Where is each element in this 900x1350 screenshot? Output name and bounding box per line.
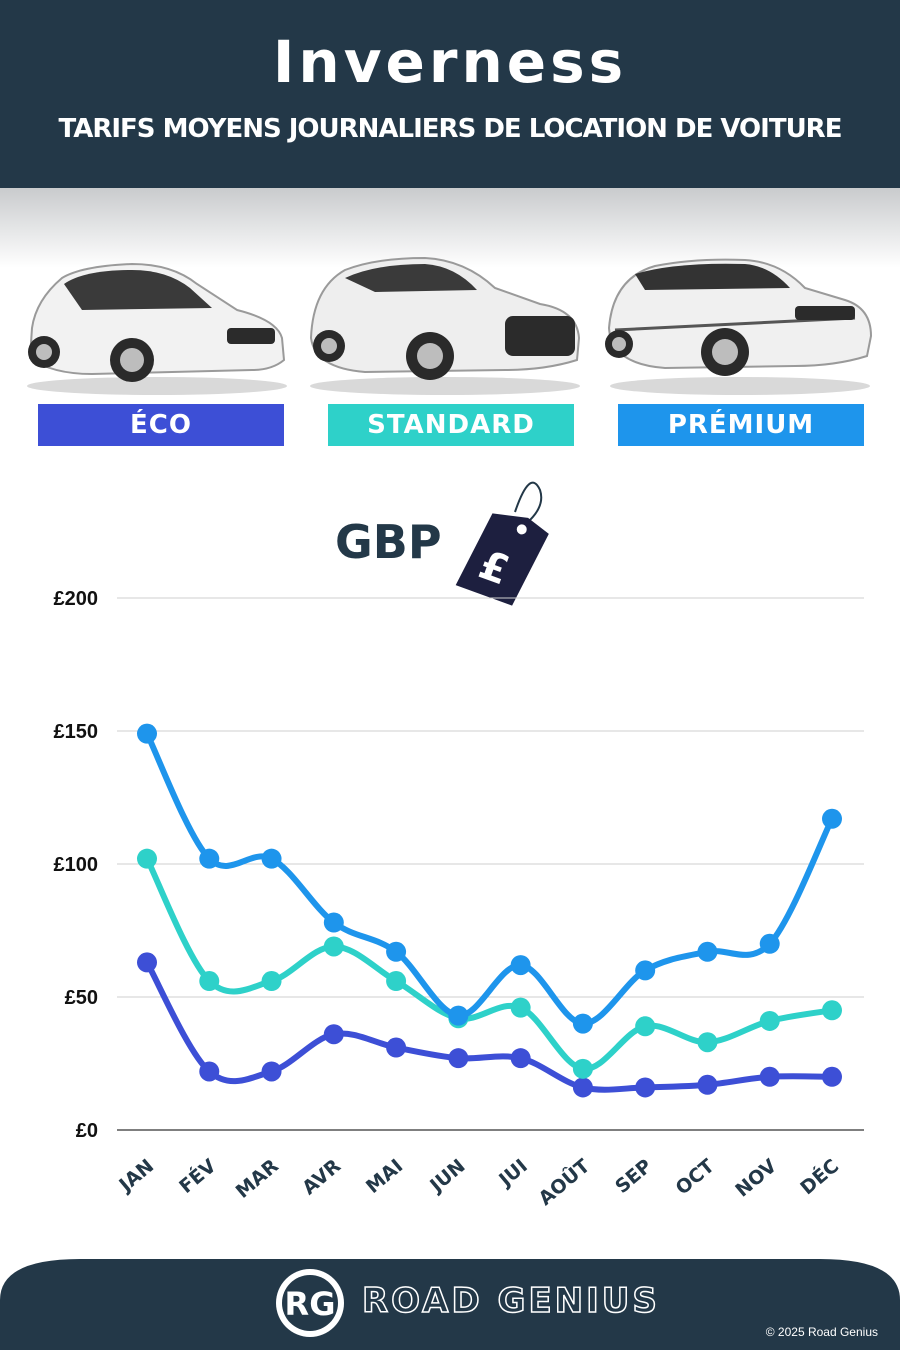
hatchback-car-icon <box>27 262 287 395</box>
data-point-eco <box>759 1066 780 1087</box>
x-tick-label: DÉC <box>796 1154 843 1199</box>
data-point-premium <box>199 848 220 869</box>
x-tick-label: MAI <box>362 1155 407 1198</box>
data-point-standard <box>510 997 531 1018</box>
data-point-premium <box>697 941 718 962</box>
luxury-suv-car-icon <box>605 258 873 395</box>
data-point-standard <box>697 1032 718 1053</box>
x-tick-label: AVR <box>298 1155 345 1200</box>
data-point-eco <box>199 1061 220 1082</box>
x-tick-label: MAR <box>232 1155 283 1203</box>
brand-name: ROAD GENIUS <box>361 1280 660 1322</box>
price-tag-icon: £ <box>455 481 549 606</box>
data-point-premium <box>386 941 407 962</box>
suv-car-icon <box>309 256 581 395</box>
footer: RG <box>0 1259 900 1350</box>
data-point-standard <box>323 936 344 957</box>
category-eco-label: ÉCO <box>38 404 284 446</box>
x-tick-label: JUI <box>494 1155 532 1192</box>
data-point-premium <box>448 1005 469 1026</box>
data-point-eco <box>635 1077 656 1098</box>
data-point-standard <box>261 971 282 992</box>
data-point-eco <box>261 1061 282 1082</box>
series-line-standard <box>144 855 835 1072</box>
data-point-premium <box>822 808 842 829</box>
x-tick-label: AOÛT <box>533 1153 594 1209</box>
x-tick-label: NOV <box>731 1155 781 1202</box>
series-line-premium <box>144 730 835 1027</box>
data-point-standard <box>572 1058 593 1079</box>
header: Inverness TARIFS MOYENS JOURNALIERS DE L… <box>0 0 900 188</box>
header-shadow <box>0 188 900 268</box>
y-tick-label: £200 <box>54 588 99 610</box>
data-point-standard <box>386 971 407 992</box>
data-point-premium <box>759 933 780 954</box>
data-point-eco <box>697 1074 718 1095</box>
y-tick-label: £50 <box>65 987 98 1009</box>
data-point-premium <box>510 955 531 976</box>
logo-text: RG <box>285 1285 336 1323</box>
data-point-standard <box>759 1010 780 1031</box>
page-subtitle: TARIFS MOYENS JOURNALIERS DE LOCATION DE… <box>58 114 843 144</box>
data-point-standard <box>199 971 220 992</box>
category-standard-label: STANDARD <box>328 404 574 446</box>
page-title: Inverness <box>272 28 628 96</box>
currency-label: GBP <box>335 515 442 569</box>
data-point-eco <box>386 1037 407 1058</box>
x-tick-label: JUN <box>424 1155 469 1198</box>
category-premium-label: PRÉMIUM <box>618 404 864 446</box>
copyright: © 2025 Road Genius <box>765 1325 878 1339</box>
data-point-eco <box>572 1077 593 1098</box>
x-tick-label: SEP <box>611 1155 656 1198</box>
data-point-eco <box>323 1024 344 1045</box>
data-point-eco <box>448 1048 469 1069</box>
data-point-premium <box>572 1013 593 1034</box>
data-point-premium <box>635 960 656 981</box>
line-chart: GBP £ £0 £50 £100 £150 £200 JAN FÉV MAR AVR MAI J… <box>54 481 864 1210</box>
data-point-premium <box>323 912 344 933</box>
data-point-premium <box>137 723 157 744</box>
data-point-eco <box>822 1066 842 1087</box>
x-tick-label: OCT <box>672 1155 719 1200</box>
x-tick-label: FÉV <box>175 1154 221 1198</box>
y-tick-label: £0 <box>76 1120 98 1142</box>
data-point-eco <box>510 1048 531 1069</box>
data-point-standard <box>635 1016 656 1037</box>
data-point-premium <box>261 848 282 869</box>
data-point-standard <box>822 1000 842 1021</box>
x-tick-label: JAN <box>114 1155 159 1197</box>
data-point-standard <box>137 848 157 869</box>
data-point-eco <box>137 952 157 973</box>
series-line-eco <box>144 959 835 1093</box>
y-tick-label: £100 <box>54 854 99 876</box>
y-tick-label: £150 <box>54 721 99 743</box>
